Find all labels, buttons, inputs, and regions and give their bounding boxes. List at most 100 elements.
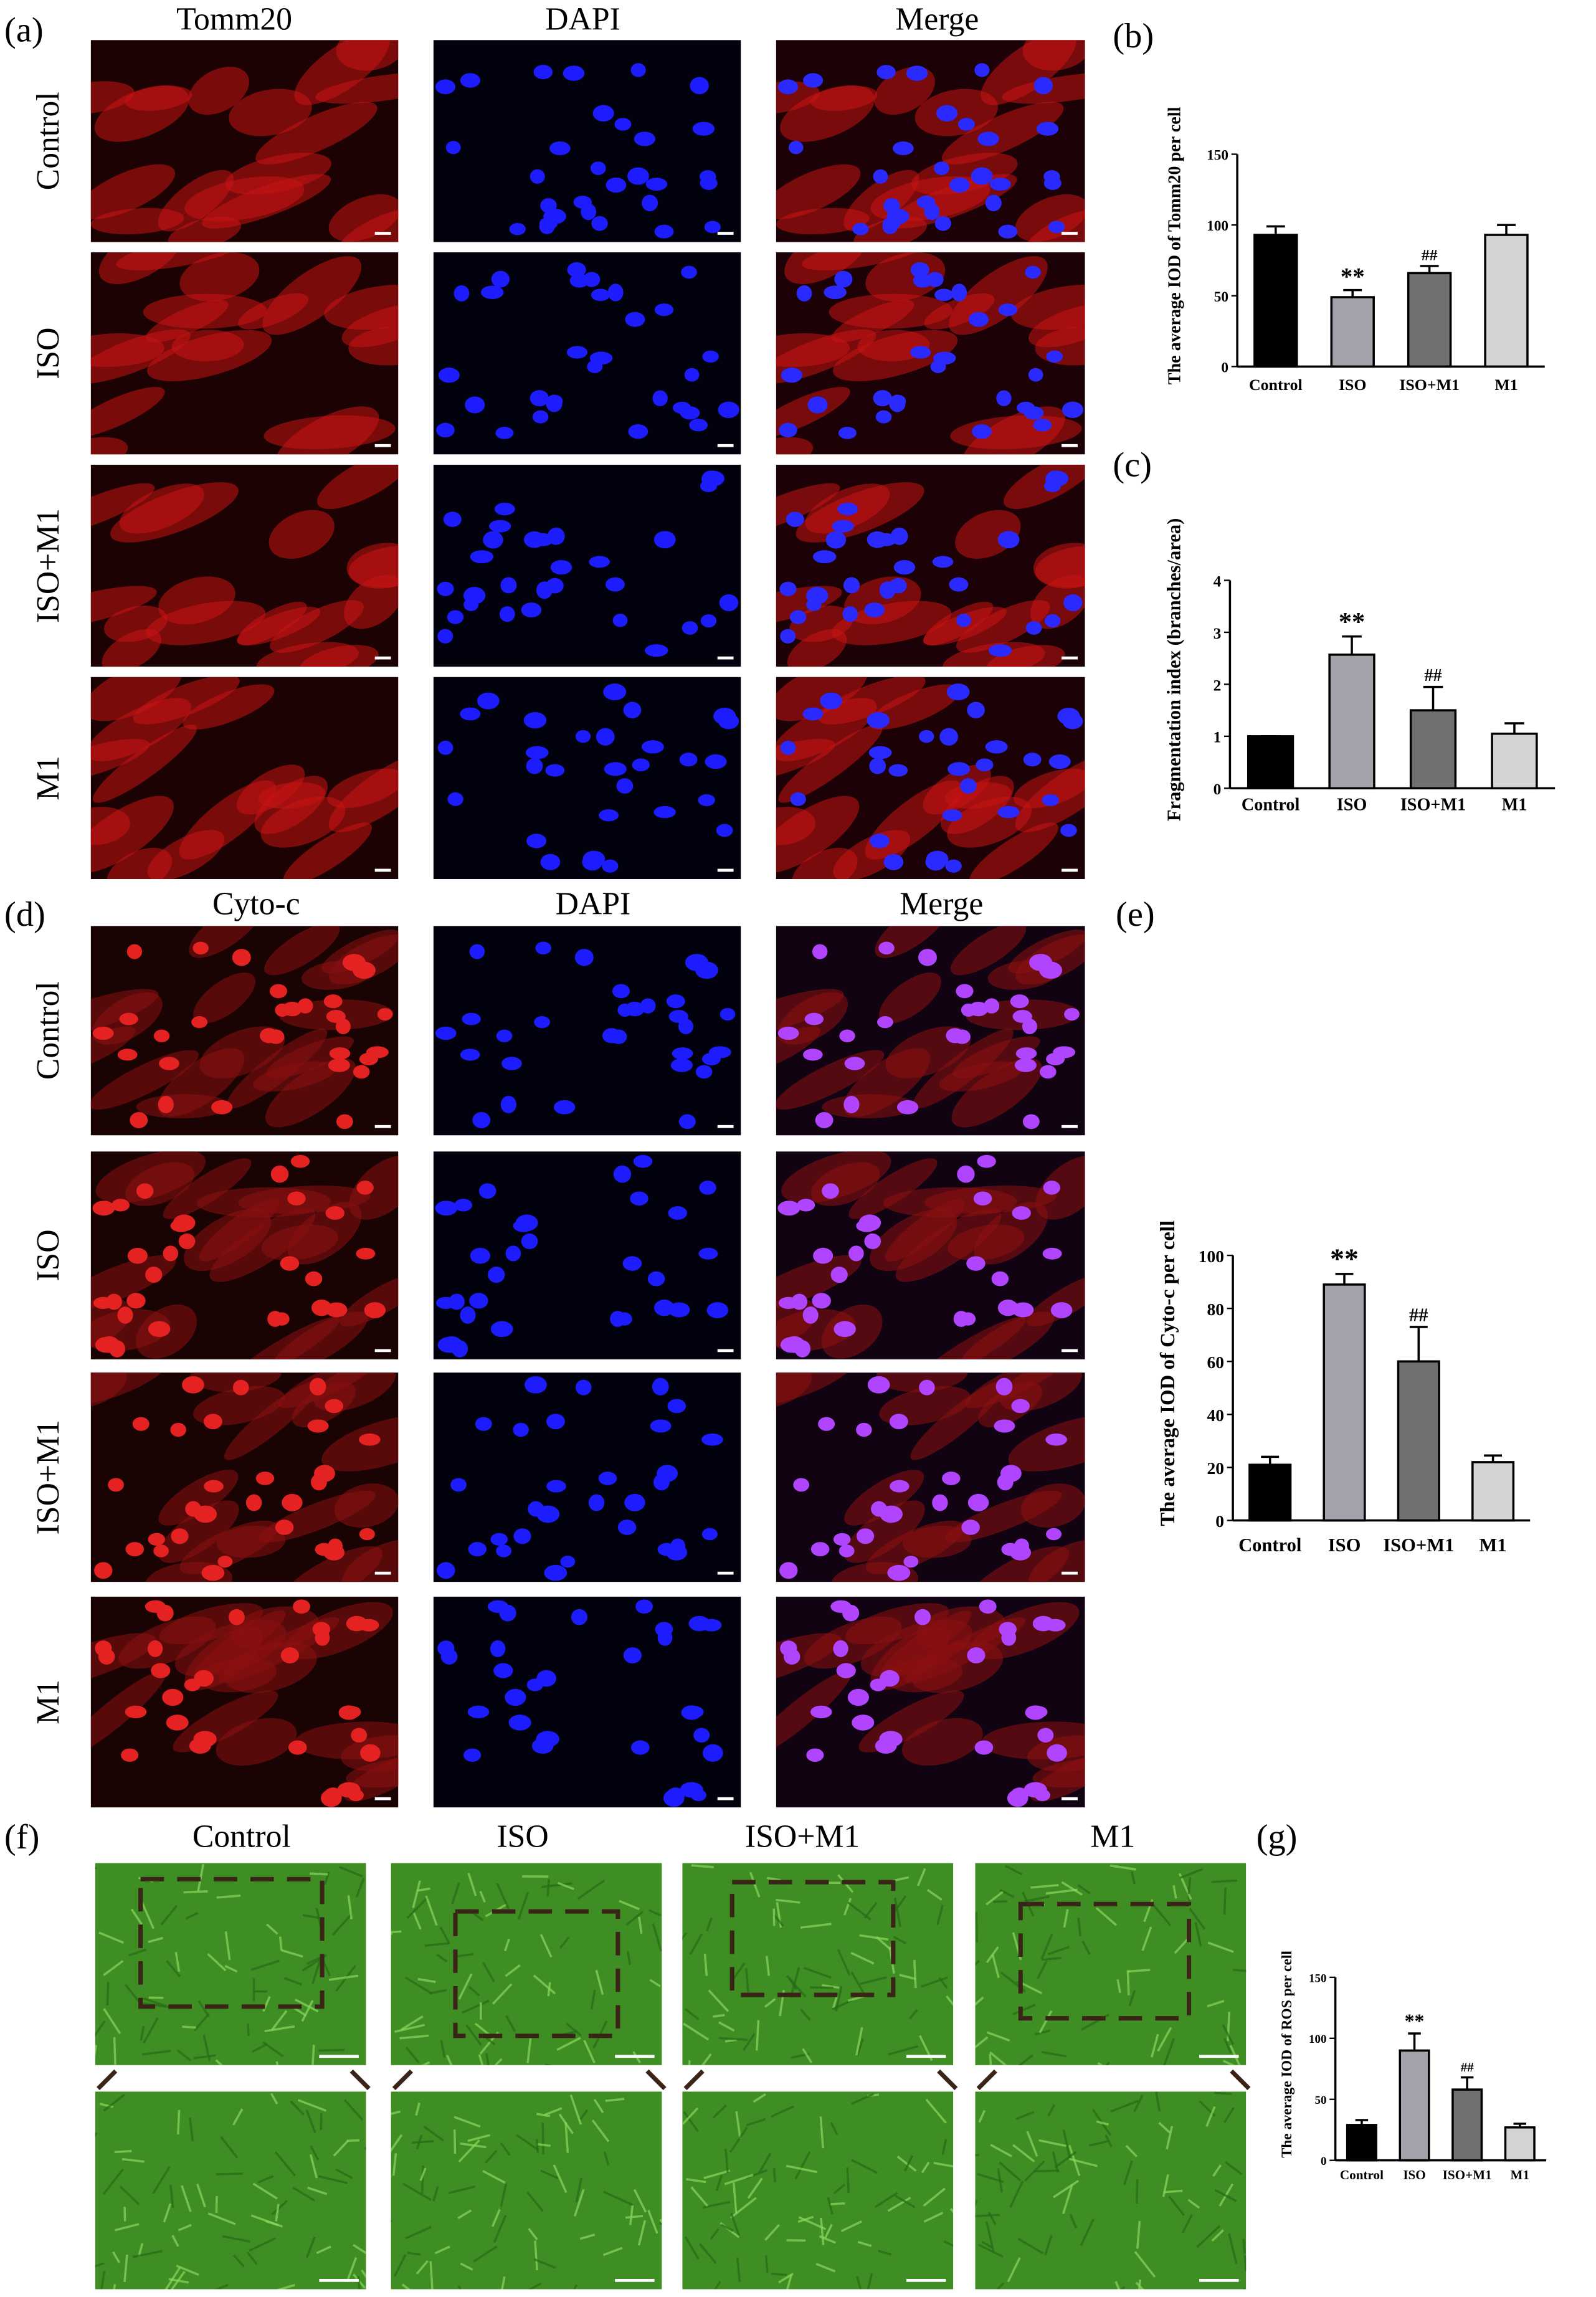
- micrograph: [90, 40, 399, 242]
- cell: [1207, 1941, 1234, 1953]
- cell: [1242, 2238, 1247, 2271]
- cell: [189, 926, 264, 958]
- nucleus: [489, 520, 511, 533]
- nucleus: [499, 606, 515, 622]
- nucleus: [988, 644, 1012, 657]
- zoom-line: [1230, 2069, 1251, 2090]
- cell: [317, 464, 399, 510]
- cell: [1109, 1864, 1137, 1871]
- cell: [978, 2243, 1004, 2258]
- cell: [703, 2169, 731, 2179]
- nucleus: [153, 1544, 169, 1557]
- nucleus: [1060, 824, 1077, 837]
- cell: [95, 2262, 105, 2268]
- nucleus: [949, 577, 969, 592]
- y-tick-label: 0: [1214, 781, 1222, 798]
- bar: [1253, 234, 1298, 368]
- cell: [224, 1381, 320, 1460]
- panel-label: (c): [1113, 446, 1152, 485]
- cell: [90, 387, 165, 438]
- cell: [539, 1934, 553, 1958]
- nucleus: [500, 1095, 516, 1113]
- nucleus: [591, 216, 608, 231]
- cell: [336, 40, 399, 71]
- cell: [357, 2275, 361, 2290]
- cell: [981, 2240, 994, 2250]
- cell: [815, 2263, 836, 2273]
- nucleus: [910, 262, 929, 278]
- micrograph: [433, 252, 741, 455]
- cell: [603, 2190, 634, 2206]
- cell: [283, 1977, 302, 1986]
- nucleus: [942, 1472, 961, 1485]
- cell: [824, 2223, 833, 2239]
- image-background: [975, 1863, 1247, 2065]
- cell: [405, 2225, 432, 2240]
- nucleus: [647, 1271, 665, 1286]
- cell: [255, 102, 378, 165]
- cell: [794, 2151, 811, 2180]
- y-tick-label: 50: [1315, 2094, 1327, 2107]
- nucleus: [665, 1544, 688, 1561]
- cell: [130, 1908, 143, 1925]
- cell: [339, 1865, 364, 1878]
- cell: [986, 2031, 1010, 2042]
- cell: [516, 2134, 539, 2151]
- nucleus: [328, 1058, 350, 1072]
- nucleus: [689, 419, 708, 432]
- nucleus: [312, 1622, 331, 1637]
- nucleus: [906, 65, 928, 81]
- nucleus: [622, 1256, 642, 1271]
- micrograph: [90, 926, 399, 1136]
- nucleus: [1050, 1302, 1073, 1318]
- cell: [978, 2109, 986, 2123]
- cell: [684, 2007, 700, 2020]
- row-label: ISO: [31, 328, 66, 379]
- cell: [1019, 1981, 1042, 1994]
- nucleus: [454, 1199, 472, 1212]
- nucleus: [1025, 265, 1041, 279]
- y-tick-label: 100: [1309, 2033, 1327, 2046]
- nucleus: [617, 1003, 633, 1017]
- cell: [485, 2150, 498, 2164]
- cell: [993, 1900, 1007, 1903]
- nucleus: [642, 194, 658, 212]
- cell: [1166, 2126, 1174, 2150]
- nucleus: [590, 161, 606, 175]
- significance: **: [1339, 607, 1365, 637]
- nucleus: [957, 118, 975, 131]
- error-bar: [1460, 2076, 1474, 2090]
- nucleus: [708, 1046, 731, 1058]
- cell: [90, 698, 192, 761]
- cell: [1047, 2104, 1056, 2117]
- cell: [349, 1156, 399, 1220]
- cell: [975, 2199, 978, 2207]
- nucleus: [939, 728, 958, 746]
- cell: [215, 2059, 224, 2065]
- nucleus: [435, 1201, 458, 1216]
- cell: [1105, 2062, 1110, 2065]
- cell: [90, 1372, 173, 1406]
- cell: [237, 764, 305, 815]
- cell: [747, 2177, 763, 2199]
- nucleus: [480, 285, 504, 300]
- cell: [90, 164, 176, 220]
- cell: [528, 2228, 538, 2240]
- nucleus: [119, 1012, 138, 1025]
- nucleus: [126, 1293, 146, 1309]
- cell: [729, 2126, 748, 2153]
- row-label: ISO+M1: [31, 1420, 66, 1534]
- image-background: [975, 2091, 1247, 2290]
- cell: [999, 1888, 1015, 1898]
- row-label: Control: [31, 981, 66, 1080]
- nucleus: [366, 1046, 389, 1058]
- cell: [90, 437, 128, 455]
- nucleus: [488, 1267, 505, 1283]
- nucleus: [125, 1705, 147, 1719]
- cell: [213, 2283, 229, 2290]
- nucleus: [536, 1505, 560, 1523]
- nucleus: [630, 63, 646, 77]
- nucleus: [777, 1026, 799, 1040]
- cell: [113, 2037, 116, 2065]
- nucleus: [307, 1419, 329, 1433]
